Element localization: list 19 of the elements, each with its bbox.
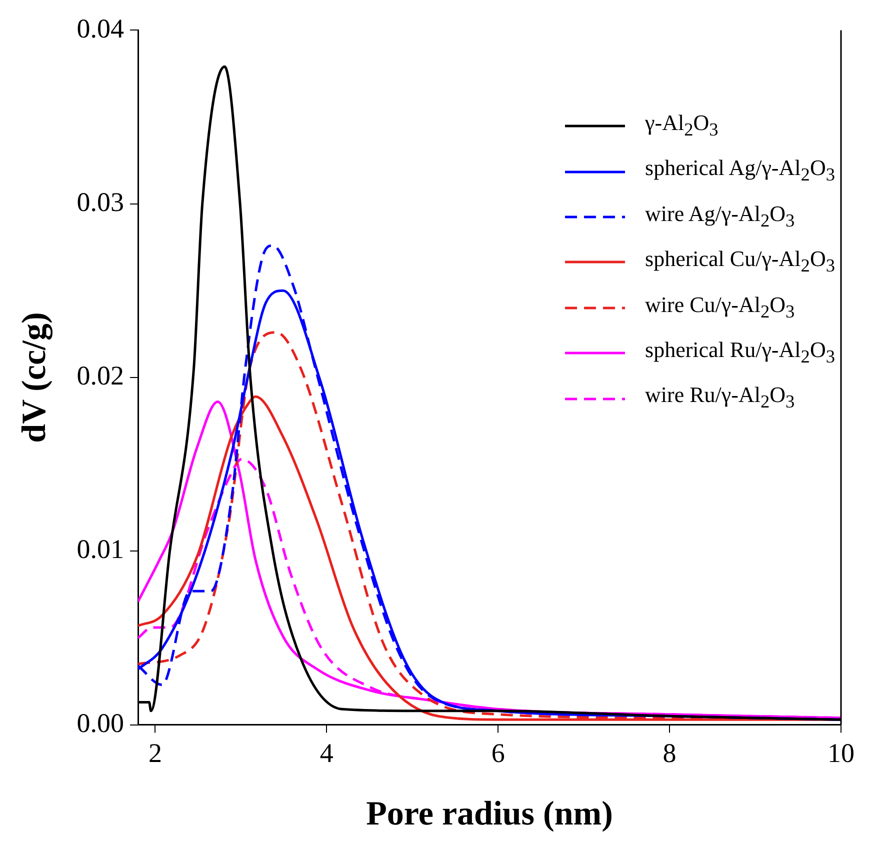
legend-label: spherical Ru/γ-Al$_{2}$O$_{3}$ [645, 336, 835, 368]
x-tick-label: 4 [320, 738, 334, 768]
y-tick-label: 0.01 [76, 534, 124, 564]
y-tick-label: 0.02 [76, 360, 124, 391]
legend-label: γ-Al$_{2}$O$_{3}$ [645, 109, 718, 142]
legend-label: wire Ru/γ-Al$_{2}$O$_{3}$ [645, 381, 795, 414]
legend-label: spherical Cu/γ-Al$_{2}$O$_{3}$ [645, 245, 835, 278]
x-tick-label: 8 [662, 738, 676, 768]
x-tick-label: 2 [148, 738, 162, 768]
y-tick-label: 0.03 [76, 186, 124, 217]
x-tick-label: 10 [828, 738, 854, 768]
legend-label: spherical Ag/γ-Al$_{2}$O$_{3}$ [645, 154, 835, 187]
y-tick-label: 0.04 [76, 13, 125, 44]
legend-label: wire Cu/γ-Al$_{2}$O$_{3}$ [645, 290, 795, 323]
y-tick-label: 0.00 [76, 708, 124, 738]
x-axis-title: Pore radius (nm) [366, 795, 613, 832]
legend-label: wire Ag/γ-Al$_{2}$O$_{3}$ [645, 200, 795, 232]
y-axis-title: dV (cc/g) [16, 312, 54, 443]
x-tick-label: 6 [491, 738, 505, 768]
